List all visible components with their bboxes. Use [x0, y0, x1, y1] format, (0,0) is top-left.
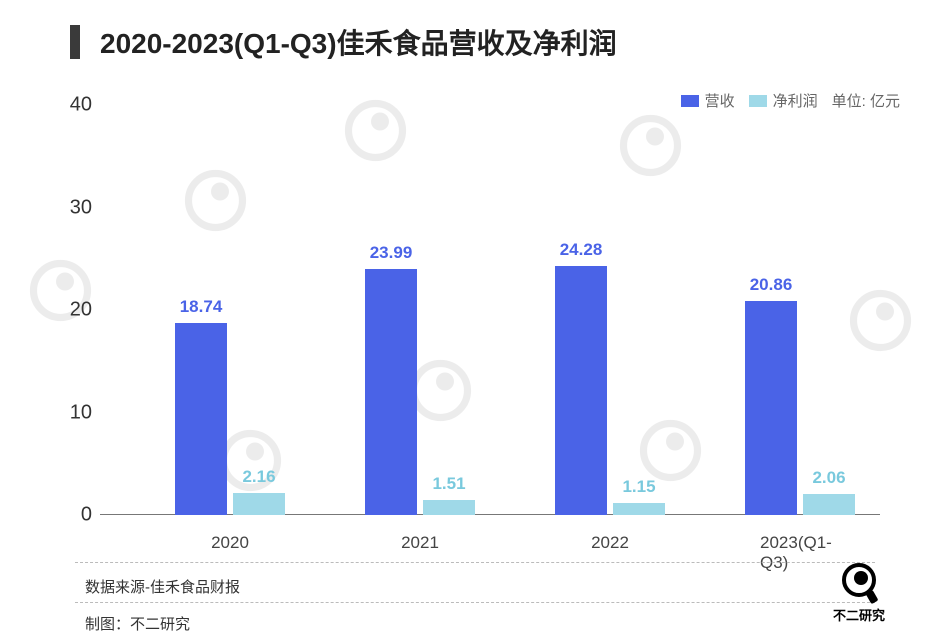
footer-author: 制图：不二研究	[85, 613, 190, 634]
y-axis: 010203040	[60, 105, 100, 515]
y-tick: 40	[70, 94, 92, 117]
y-tick: 20	[70, 299, 92, 322]
bar-group: 18.74 2.16	[160, 323, 300, 515]
bar-group: 23.99 1.51	[350, 269, 490, 515]
chart-title-bar: 2020-2023(Q1-Q3)佳禾食品营收及净利润	[0, 0, 940, 62]
x-label: 2023(Q1-Q3)	[760, 533, 840, 573]
bar-group: 24.28 1.15	[540, 266, 680, 515]
bar-group: 20.86 2.06	[730, 301, 870, 515]
bar-revenue: 23.99	[365, 269, 417, 515]
bar-profit: 2.16	[233, 493, 285, 515]
bar-label-profit: 2.06	[812, 468, 845, 488]
y-tick: 30	[70, 196, 92, 219]
bar-profit: 2.06	[803, 494, 855, 515]
bar-label-profit: 1.51	[432, 474, 465, 494]
bar-revenue: 20.86	[745, 301, 797, 515]
brand-logo: 不二研究	[833, 563, 885, 624]
title-marker	[70, 25, 80, 59]
bar-profit: 1.15	[613, 503, 665, 515]
y-tick: 10	[70, 401, 92, 424]
bar-label-revenue: 23.99	[370, 243, 413, 263]
plot-region: 18.74 2.16 23.99 1.51 24.28 1.15 20.86 2.06	[100, 105, 880, 515]
brand-text: 不二研究	[833, 605, 885, 624]
divider-bottom	[75, 602, 875, 603]
x-label: 2021	[401, 533, 439, 553]
bar-revenue: 24.28	[555, 266, 607, 515]
bar-label-revenue: 18.74	[180, 297, 223, 317]
bar-label-revenue: 24.28	[560, 240, 603, 260]
bar-label-profit: 2.16	[242, 467, 275, 487]
divider-top	[75, 562, 875, 563]
bar-label-profit: 1.15	[622, 477, 655, 497]
y-tick: 0	[81, 504, 92, 527]
chart-area: 010203040 18.742.1623.991.5124.281.1520.…	[60, 105, 880, 525]
x-axis-labels: 2020202120222023(Q1-Q3)	[100, 533, 880, 557]
bar-profit: 1.51	[423, 500, 475, 515]
x-label: 2020	[211, 533, 249, 553]
chart-title: 2020-2023(Q1-Q3)佳禾食品营收及净利润	[100, 22, 617, 62]
brand-icon	[842, 563, 876, 597]
footer-source: 数据来源-佳禾食品财报	[85, 576, 240, 597]
x-label: 2022	[591, 533, 629, 553]
bar-revenue: 18.74	[175, 323, 227, 515]
bar-label-revenue: 20.86	[750, 275, 793, 295]
